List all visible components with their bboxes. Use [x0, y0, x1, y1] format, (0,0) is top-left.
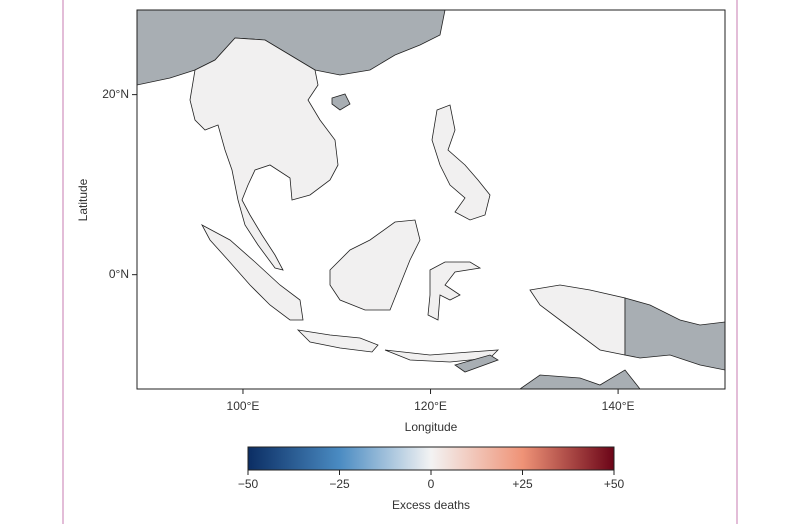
colorbar-tick-label: −25: [329, 477, 350, 491]
map-shapes: [137, 10, 725, 389]
philippines: [431, 104, 491, 221]
borneo: [329, 219, 421, 311]
y-tick-label: 20°N: [102, 87, 129, 101]
x-tick-label: 120°E: [414, 399, 447, 413]
lesser-sundas: [384, 349, 500, 363]
new-guinea-west: [529, 284, 626, 356]
java: [296, 329, 379, 353]
x-tick-label: 140°E: [602, 399, 635, 413]
x-axis-label: Longitude: [405, 420, 458, 434]
sumatra: [201, 224, 304, 321]
hainan: [331, 93, 351, 111]
sulawesi: [427, 261, 482, 321]
colorbar: [247, 446, 615, 471]
y-tick-label: 0°N: [109, 267, 129, 281]
colorbar-tick-label: +50: [604, 477, 625, 491]
colorbar-tick-label: −50: [238, 477, 259, 491]
new-guinea-east: [624, 297, 725, 371]
y-axis-label: Latitude: [76, 178, 90, 221]
x-tick-label: 100°E: [227, 399, 260, 413]
mainland-southeast-asia: [189, 37, 339, 271]
colorbar-label: Excess deaths: [392, 498, 470, 512]
colorbar-tick-label: 0: [428, 477, 435, 491]
colorbar-tick-label: +25: [512, 477, 533, 491]
australia: [519, 369, 641, 389]
timor: [454, 354, 499, 373]
